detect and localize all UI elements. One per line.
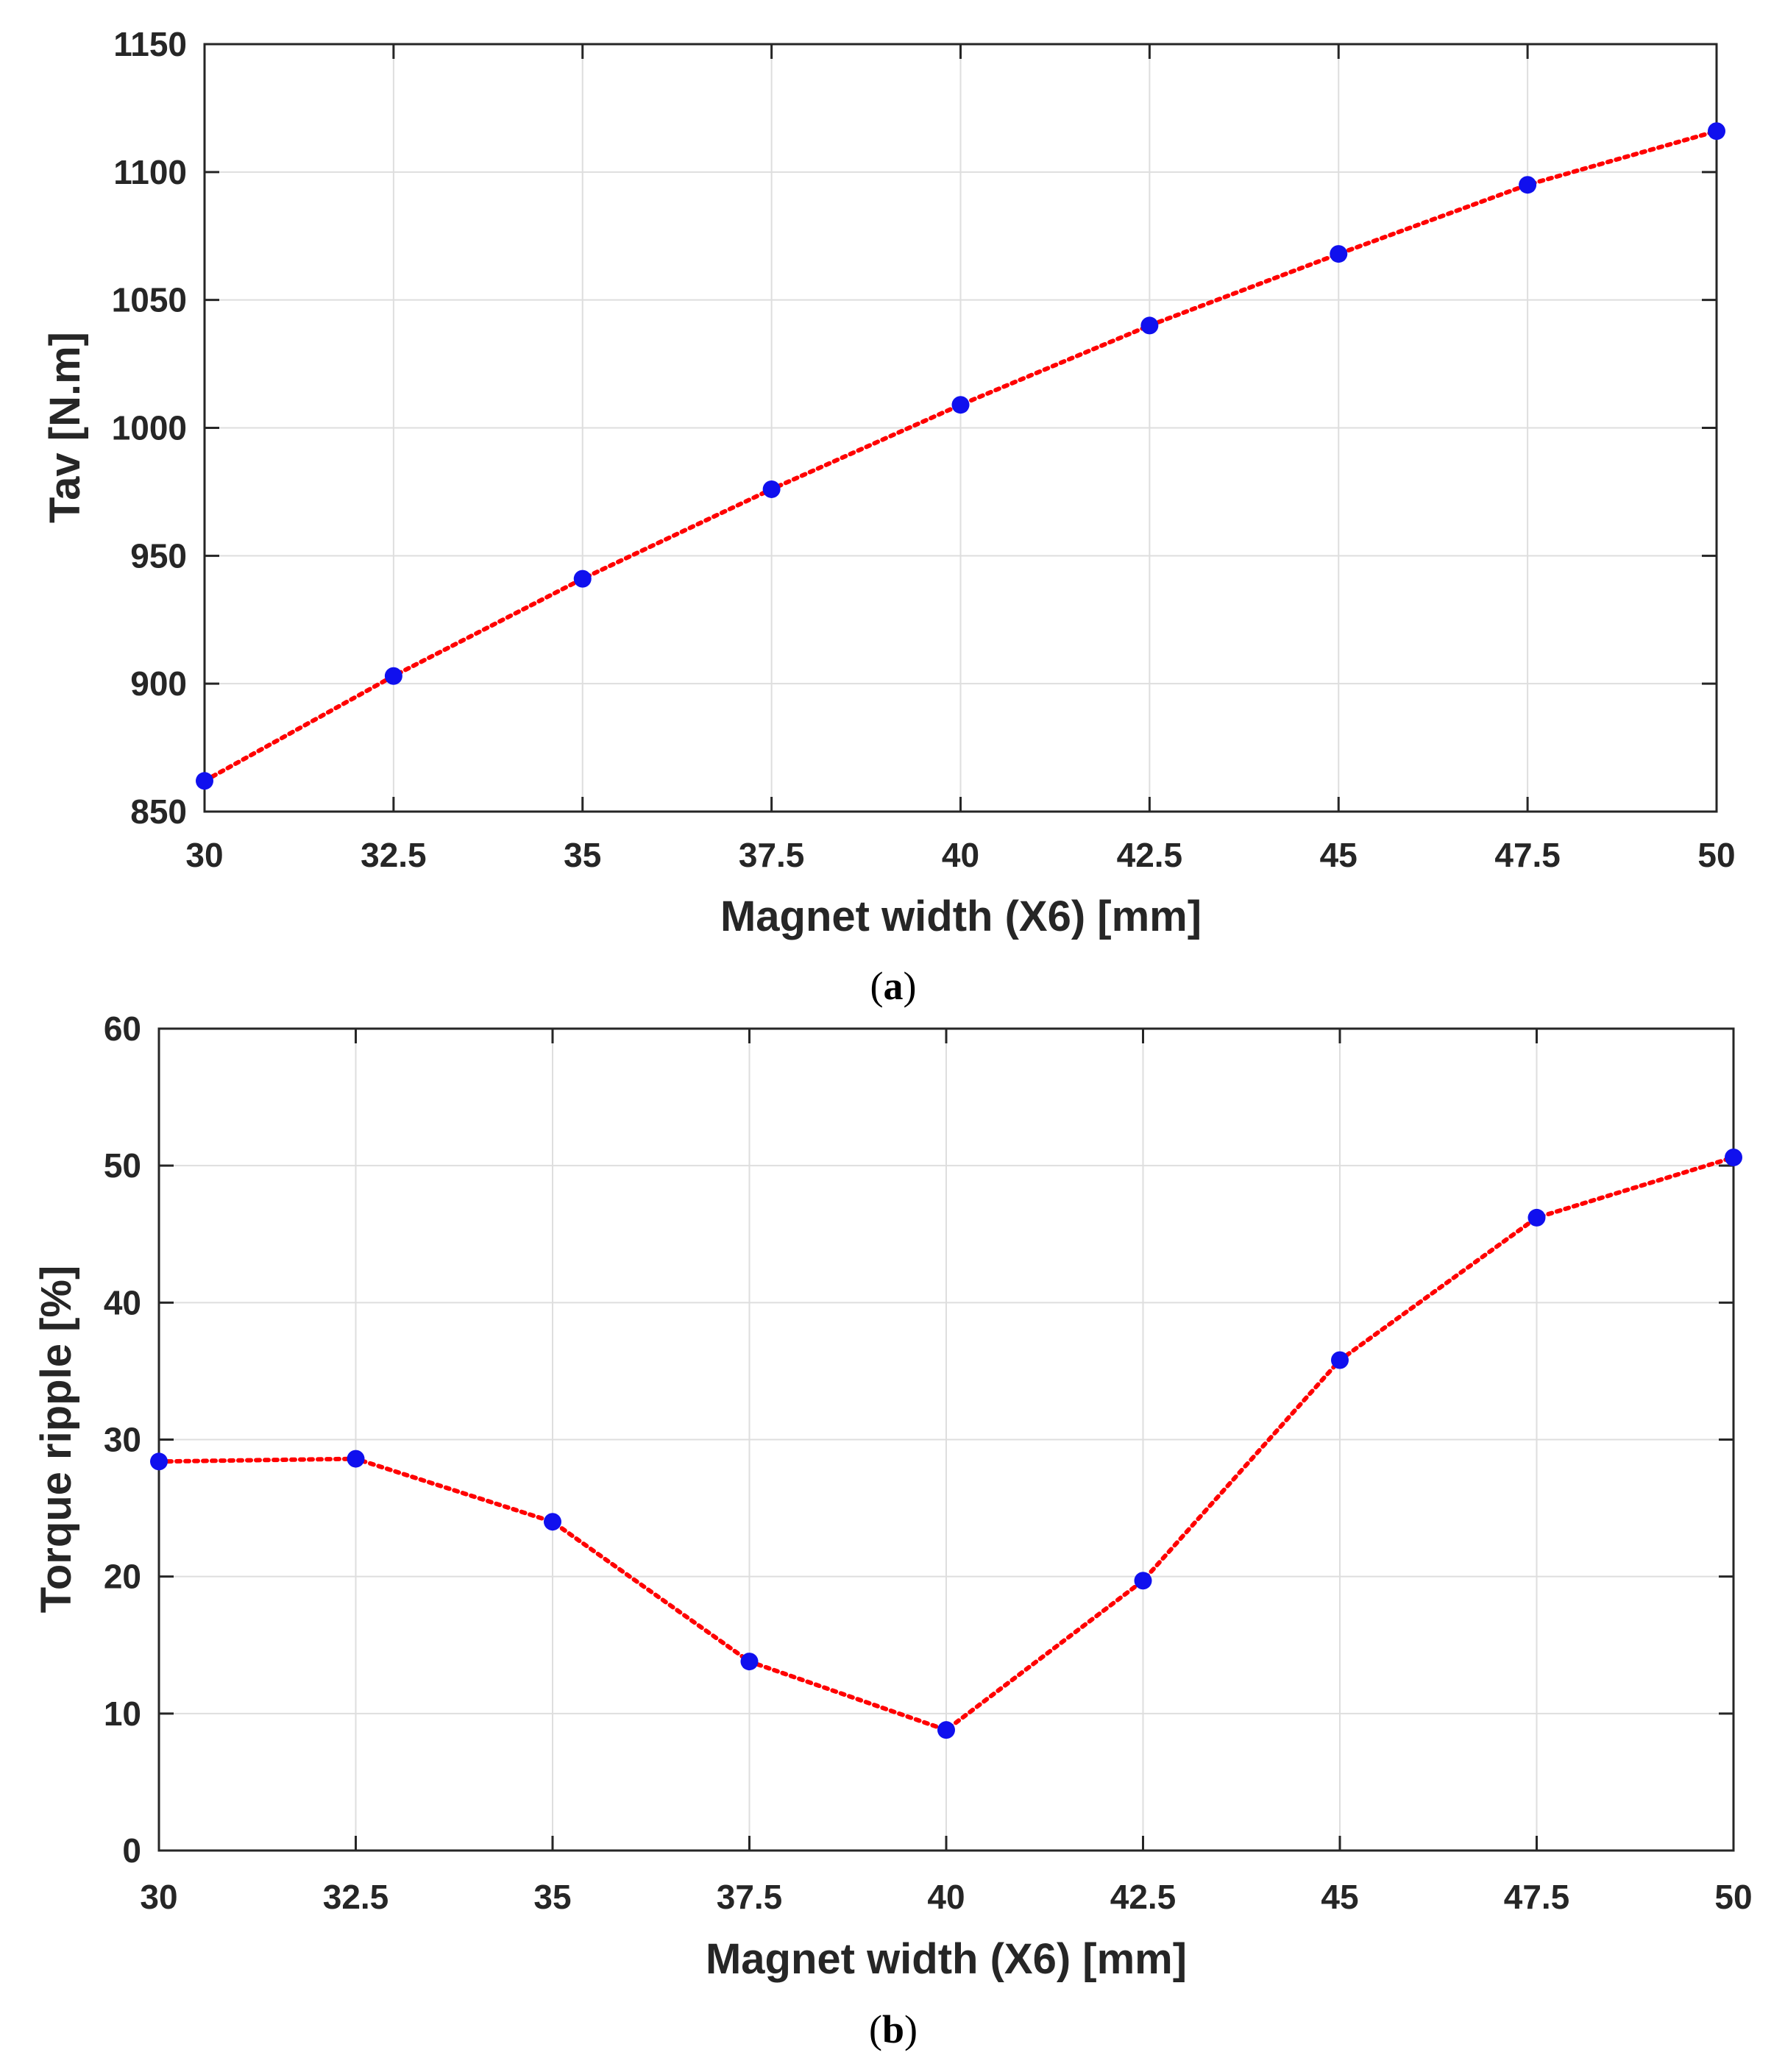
chart-b-data-point <box>544 1513 561 1531</box>
chart-a-data-point <box>1140 316 1159 335</box>
chart-b-x-tick-label: 30 <box>140 1878 177 1916</box>
chart-b-y-tick-label: 30 <box>104 1421 141 1459</box>
chart-a-data-point <box>196 772 213 790</box>
chart-a-markers <box>196 122 1725 790</box>
chart-a-caption-letter: a <box>884 964 904 1008</box>
chart-a-y-tick-label: 1000 <box>112 409 187 447</box>
chart-a-x-tick-labels: 30 32.5 35 37.5 40 42.5 45 47.5 50 <box>185 836 1735 874</box>
chart-b-ticks <box>157 1027 1735 1852</box>
chart-a-x-tick-label: 30 <box>185 836 223 874</box>
chart-b-x-axis-title: Magnet width (X6) [mm] <box>706 1935 1187 1983</box>
chart-a-y-tick-label: 950 <box>130 536 187 575</box>
chart-b-x-tick-label: 42.5 <box>1110 1878 1177 1916</box>
chart-b-y-axis-title: Torque ripple [%] <box>32 1266 80 1614</box>
chart-b: 30 32.5 35 37.5 40 42.5 45 47.5 50 0 10 20 30 40 50 60… <box>32 1010 1753 2051</box>
chart-b-markers <box>150 1148 1742 1739</box>
chart-b-data-point <box>347 1450 365 1468</box>
chart-b-x-tick-label: 45 <box>1321 1878 1358 1916</box>
chart-b-y-tick-label: 40 <box>104 1283 141 1321</box>
chart-a-caption: (a) <box>870 964 917 1008</box>
chart-b-caption: (b) <box>869 2007 918 2051</box>
chart-b-y-tick-label: 20 <box>104 1558 141 1596</box>
chart-b-data-point <box>150 1452 168 1471</box>
chart-b-caption-letter: b <box>882 2007 904 2051</box>
chart-b-x-tick-label: 50 <box>1714 1878 1752 1916</box>
chart-a-x-tick-label: 37.5 <box>739 836 805 874</box>
chart-b-x-tick-label: 40 <box>927 1878 965 1916</box>
chart-a-data-point <box>1708 122 1725 141</box>
chart-a-data-point <box>573 570 592 588</box>
chart-a-y-tick-label: 1050 <box>112 281 187 319</box>
chart-a-x-tick-label: 32.5 <box>361 836 427 874</box>
chart-a-data-point <box>1330 245 1348 263</box>
chart-b-x-tick-label: 37.5 <box>717 1878 783 1916</box>
chart-b-x-tick-label: 32.5 <box>323 1878 389 1916</box>
chart-a-y-axis-title: Tav [N.m] <box>41 332 89 523</box>
chart-b-y-tick-label: 50 <box>104 1146 141 1185</box>
chart-b-y-tick-label: 60 <box>104 1010 141 1048</box>
chart-b-data-point <box>740 1653 759 1671</box>
chart-b-data-point <box>1725 1148 1742 1166</box>
chart-a: 30 32.5 35 37.5 40 42.5 45 47.5 50 850 900 950 1000… <box>41 25 1736 1008</box>
chart-a-data-point <box>1519 176 1537 194</box>
chart-a-grid <box>204 43 1717 812</box>
chart-b-x-tick-label: 35 <box>533 1878 571 1916</box>
chart-a-data-point <box>762 480 781 498</box>
chart-a-y-tick-labels: 850 900 950 1000 1050 1100 1150 <box>112 25 187 831</box>
chart-a-x-tick-label: 42.5 <box>1117 836 1183 874</box>
chart-a-data-point <box>384 667 402 685</box>
chart-a-x-tick-label: 50 <box>1697 836 1735 874</box>
chart-a-y-tick-label: 900 <box>130 664 187 703</box>
chart-b-y-tick-labels: 0 10 20 30 40 50 60 <box>104 1010 141 1870</box>
chart-b-data-point <box>1331 1351 1349 1369</box>
chart-a-series-line <box>202 129 1719 784</box>
chart-a-x-tick-label: 40 <box>942 836 979 874</box>
chart-b-y-tick-label: 10 <box>104 1695 141 1733</box>
chart-b-x-tick-label: 47.5 <box>1504 1878 1570 1916</box>
chart-a-x-tick-label: 35 <box>564 836 601 874</box>
chart-b-y-tick-label: 0 <box>122 1831 141 1870</box>
chart-a-y-tick-label: 850 <box>130 792 187 831</box>
chart-b-x-tick-labels: 30 32.5 35 37.5 40 42.5 45 47.5 50 <box>140 1878 1752 1916</box>
chart-a-ticks <box>203 43 1718 813</box>
chart-b-data-point <box>937 1721 955 1739</box>
chart-a-data-point <box>951 396 970 414</box>
chart-a-y-tick-label: 1100 <box>113 153 187 191</box>
chart-a-y-tick-label: 1150 <box>113 25 187 63</box>
chart-b-data-point <box>1134 1572 1152 1590</box>
chart-a-x-axis-title: Magnet width (X6) [mm] <box>720 893 1202 940</box>
chart-a-x-tick-label: 45 <box>1320 836 1358 874</box>
chart-b-data-point <box>1527 1208 1546 1227</box>
chart-a-x-tick-label: 47.5 <box>1494 836 1561 874</box>
